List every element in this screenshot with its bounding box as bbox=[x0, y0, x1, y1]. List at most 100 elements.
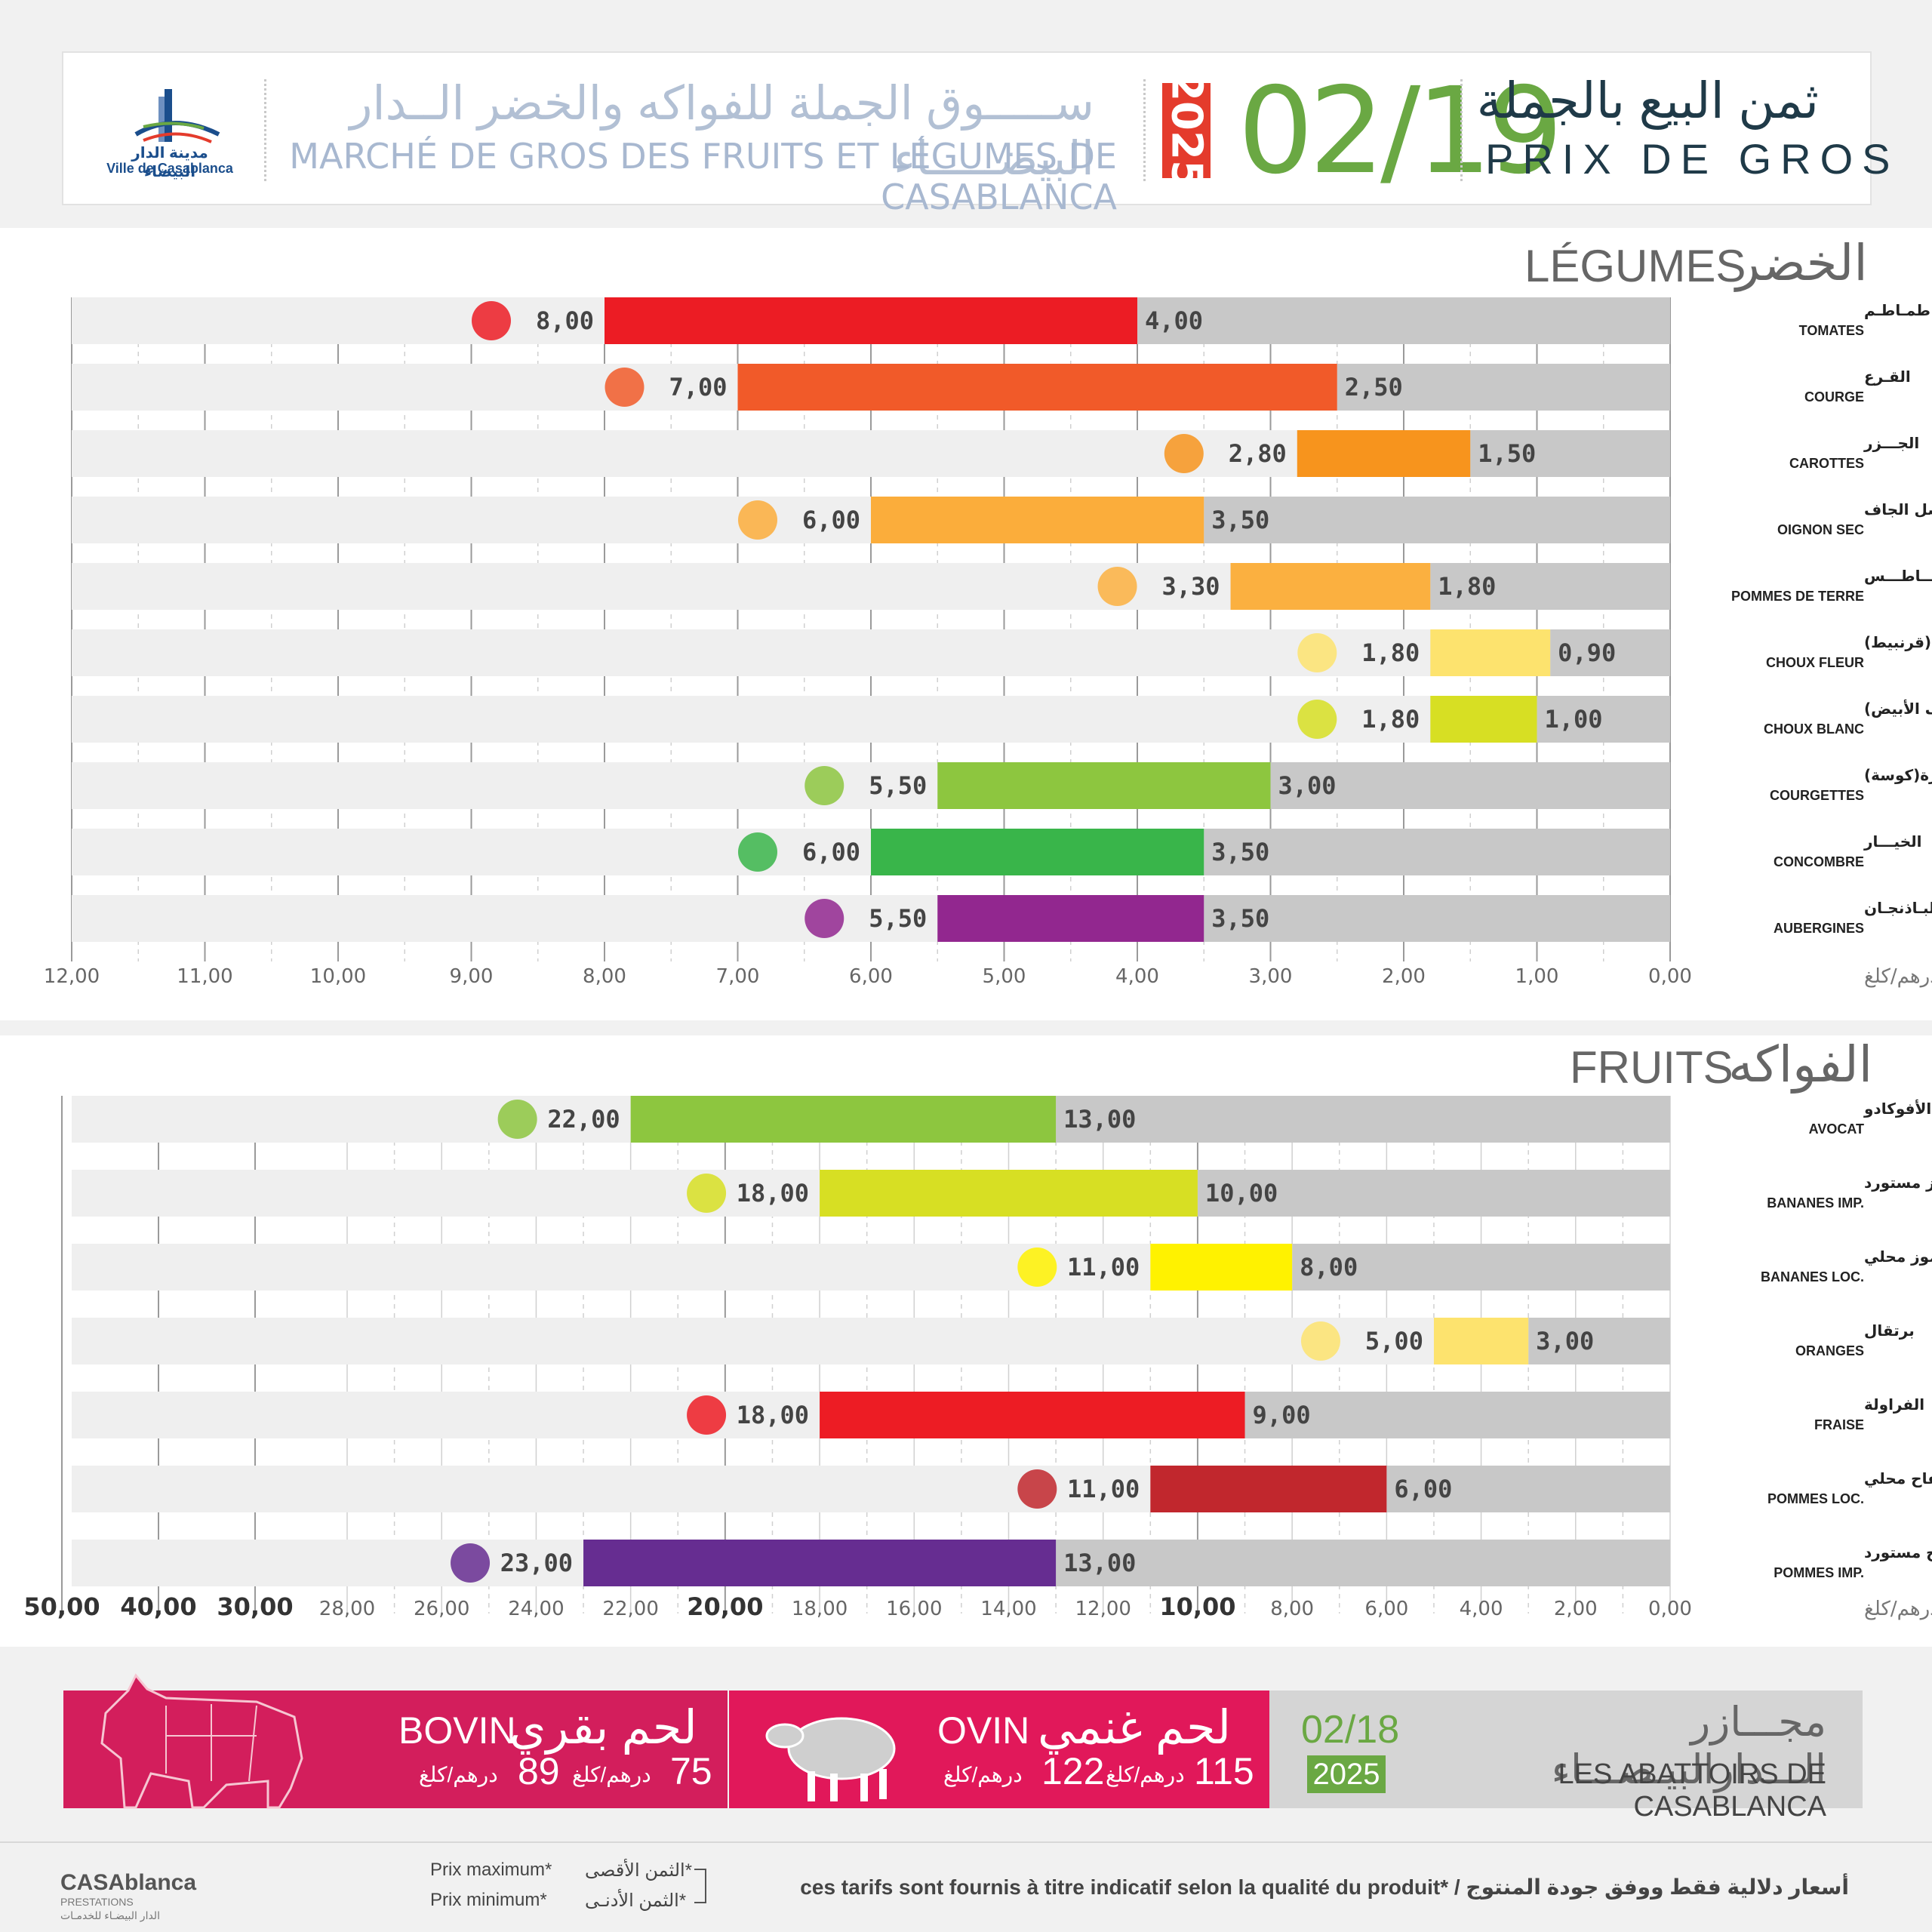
axis-tick-label: 4,00 bbox=[1115, 965, 1159, 988]
category-label-fr: POMMES IMP. bbox=[1774, 1565, 1864, 1580]
category-label-ar: البصل الجاف bbox=[1864, 500, 1932, 518]
legend-bracket bbox=[694, 1869, 706, 1903]
bovin-max-price: 89 bbox=[518, 1750, 560, 1792]
category-label-fr: BANANES IMP. bbox=[1767, 1195, 1864, 1211]
axis-tick-label: 22,00 bbox=[602, 1598, 658, 1620]
min-price-label: 3,00 bbox=[1278, 771, 1337, 800]
legend-min-ar: *الثمن الأدنـى bbox=[585, 1890, 687, 1911]
max-price-label: 18,00 bbox=[737, 1401, 809, 1429]
product-icon bbox=[451, 1543, 491, 1583]
unit-label: درهم/كلغ bbox=[1864, 1598, 1932, 1620]
product-icon bbox=[738, 500, 777, 540]
max-price-bar bbox=[1433, 1318, 1529, 1364]
legumes-panel bbox=[0, 228, 1932, 1020]
year-badge: 2025 bbox=[1161, 72, 1211, 189]
ovin-max-price: 122 bbox=[1041, 1750, 1105, 1792]
product-icon bbox=[804, 766, 844, 805]
sheep-icon bbox=[765, 1717, 896, 1801]
axis-tick-label: 12,00 bbox=[1075, 1598, 1131, 1620]
min-price-label: 3,50 bbox=[1211, 506, 1269, 534]
max-price-label: 1,80 bbox=[1361, 705, 1420, 734]
axis-tick-label: 4,00 bbox=[1460, 1598, 1503, 1620]
product-icon bbox=[738, 832, 777, 872]
axis-tick-label: 3,00 bbox=[1249, 965, 1293, 988]
max-price-label: 23,00 bbox=[500, 1549, 573, 1577]
header-divider bbox=[1460, 79, 1463, 181]
category-label-fr: BANANES LOC. bbox=[1761, 1269, 1864, 1284]
max-price-label: 11,00 bbox=[1067, 1475, 1140, 1503]
fruits-chart: 22,00 13,00 الأفوكادو AVOCAT 18,00 10,00 موز م… bbox=[23, 1096, 1932, 1621]
min-price-bar bbox=[1528, 1318, 1670, 1364]
min-price-bar bbox=[1386, 1466, 1670, 1512]
max-price-label: 3,30 bbox=[1161, 572, 1220, 601]
min-price-label: 2,50 bbox=[1345, 373, 1403, 401]
ovin-unit: درهم/كلغ bbox=[1106, 1763, 1185, 1786]
min-price-bar bbox=[1137, 297, 1670, 344]
category-label-fr: COURGETTES bbox=[1770, 788, 1864, 803]
axis-tick-label: 14,00 bbox=[980, 1598, 1036, 1620]
axis-tick-label: 30,00 bbox=[217, 1592, 293, 1621]
legend-max-fr: Prix maximum* bbox=[430, 1860, 552, 1880]
max-price-bar bbox=[1430, 696, 1537, 743]
axis-tick-label: 10,00 bbox=[310, 965, 366, 988]
max-price-bar bbox=[630, 1096, 1057, 1143]
category-label-ar: شفلـور (قرنبيط) bbox=[1864, 633, 1932, 651]
bovin-unit: درهم/كلغ bbox=[419, 1763, 498, 1786]
axis-tick-label: 11,00 bbox=[177, 965, 232, 988]
min-price-label: 6,00 bbox=[1394, 1475, 1452, 1503]
min-price-label: 1,50 bbox=[1478, 439, 1536, 468]
min-price-bar bbox=[1204, 829, 1670, 875]
min-price-bar bbox=[1537, 696, 1670, 743]
category-label-ar: قرعة خضرة(كوسة) bbox=[1864, 766, 1932, 784]
axis-tick-label: 10,00 bbox=[1159, 1592, 1235, 1621]
max-price-bar bbox=[937, 762, 1271, 809]
product-icon bbox=[687, 1174, 727, 1213]
product-icon bbox=[1017, 1469, 1057, 1509]
max-price-bar bbox=[1150, 1466, 1387, 1512]
abattoir-date: 02/18 bbox=[1301, 1708, 1400, 1752]
max-price-bar bbox=[1430, 629, 1551, 676]
row-background bbox=[72, 696, 1670, 743]
product-icon bbox=[1297, 700, 1337, 739]
min-price-label: 13,00 bbox=[1063, 1549, 1136, 1577]
max-price-label: 7,00 bbox=[669, 373, 727, 401]
category-label-ar: برتقال bbox=[1864, 1321, 1915, 1340]
category-label-ar: موز محلي bbox=[1864, 1247, 1932, 1266]
category-label-ar: الأفوكادو bbox=[1863, 1099, 1931, 1118]
max-price-bar bbox=[1150, 1244, 1293, 1291]
min-price-label: 13,00 bbox=[1063, 1105, 1136, 1134]
axis-tick-label: 8,00 bbox=[583, 965, 626, 988]
category-label-ar: تفاح مستورد bbox=[1864, 1543, 1932, 1561]
max-price-bar bbox=[871, 497, 1204, 543]
max-price-bar bbox=[871, 829, 1204, 875]
axis-tick-label: 8,00 bbox=[1270, 1598, 1314, 1620]
category-label-ar: موز مستورد bbox=[1864, 1174, 1932, 1192]
category-label-ar: كرومب (الملفوف الأبيض) bbox=[1864, 699, 1932, 718]
category-label-fr: TOMATES bbox=[1799, 323, 1864, 338]
axis-tick-label: 28,00 bbox=[319, 1598, 375, 1620]
category-label-ar: البـاذنجـان bbox=[1864, 899, 1932, 917]
product-icon bbox=[1164, 434, 1204, 473]
min-price-label: 3,00 bbox=[1536, 1327, 1594, 1355]
product-icon bbox=[1297, 633, 1337, 672]
max-price-label: 2,80 bbox=[1229, 439, 1287, 468]
axis-tick-label: 7,00 bbox=[716, 965, 760, 988]
axis-tick-label: 6,00 bbox=[849, 965, 893, 988]
brand-sub: PRESTATIONS bbox=[60, 1896, 134, 1908]
header-panel bbox=[62, 51, 1872, 205]
cow-icon bbox=[100, 1673, 303, 1809]
disclaimer-note: أسعار دلالية فقط ووفق جودة المنتوج / *ce… bbox=[800, 1875, 1849, 1899]
ovin-label-ar: لحم غنمي bbox=[1038, 1702, 1232, 1754]
max-price-label: 18,00 bbox=[737, 1179, 809, 1208]
category-label-fr: OIGNON SEC bbox=[1777, 522, 1864, 537]
min-price-label: 4,00 bbox=[1145, 306, 1203, 335]
category-label-ar: الفراولة bbox=[1864, 1395, 1924, 1414]
abattoir-title-fr: LES ABATTOIRS DE CASABLANCA bbox=[1558, 1758, 1827, 1823]
footer-divider bbox=[0, 1841, 1932, 1843]
axis-tick-label: 0,00 bbox=[1648, 965, 1692, 988]
abattoir-year: 2025 bbox=[1307, 1755, 1386, 1793]
category-label-fr: AUBERGINES bbox=[1774, 921, 1864, 936]
min-price-label: 9,00 bbox=[1253, 1401, 1311, 1429]
max-price-bar bbox=[1230, 563, 1431, 610]
product-icon bbox=[687, 1395, 727, 1435]
